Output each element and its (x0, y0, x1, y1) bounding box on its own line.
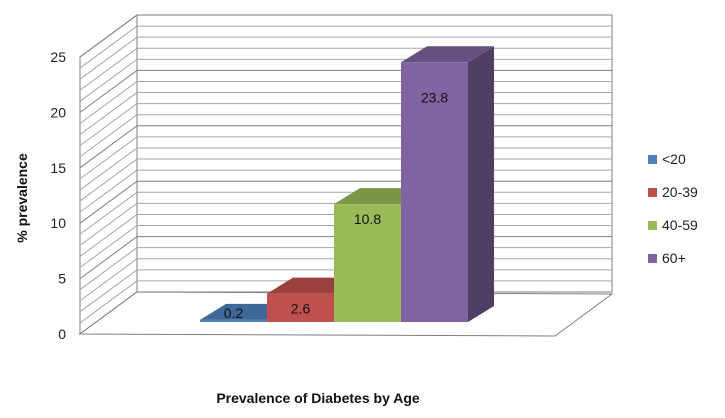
bar-top (401, 46, 494, 63)
bar (401, 46, 494, 323)
y-axis-ticks: 0 5 10 15 20 25 (50, 49, 66, 342)
y-axis-label: % prevalence (14, 153, 30, 243)
bar-front (334, 204, 401, 322)
legend-item: <20 (648, 151, 686, 167)
y-tick-label: 20 (50, 104, 66, 120)
legend-label: 60+ (662, 250, 686, 266)
y-tick-label: 15 (50, 160, 66, 176)
bar-front (401, 62, 468, 323)
bar-front (200, 319, 267, 322)
gridline (79, 36, 612, 80)
legend: <20 20-39 40-59 60+ (648, 151, 698, 266)
legend-swatch (648, 254, 657, 263)
data-labels: 0.2 2.6 10.8 23.8 (224, 89, 449, 321)
data-label: 2.6 (291, 301, 311, 317)
legend-swatch (648, 188, 657, 197)
legend-swatch (648, 221, 657, 230)
data-label: 0.2 (224, 305, 244, 321)
data-label: 23.8 (421, 89, 448, 105)
legend-label: <20 (662, 151, 686, 167)
y-tick-label: 25 (50, 49, 66, 65)
bars (200, 46, 494, 323)
legend-label: 40-59 (662, 217, 698, 233)
legend-label: 20-39 (662, 184, 698, 200)
y-tick-label: 5 (58, 271, 66, 287)
legend-swatch (648, 155, 657, 164)
legend-item: 40-59 (648, 217, 698, 233)
gridline (79, 25, 612, 69)
bar-side (468, 46, 494, 323)
side-wall (79, 14, 138, 335)
y-tick-label: 10 (50, 215, 66, 231)
legend-item: 20-39 (648, 184, 698, 200)
legend-item: 60+ (648, 250, 686, 266)
data-label: 10.8 (354, 211, 381, 227)
x-axis-label: Prevalence of Diabetes by Age (216, 390, 420, 406)
y-tick-label: 0 (58, 326, 66, 342)
gridline (79, 14, 612, 58)
bar-front (267, 293, 334, 322)
